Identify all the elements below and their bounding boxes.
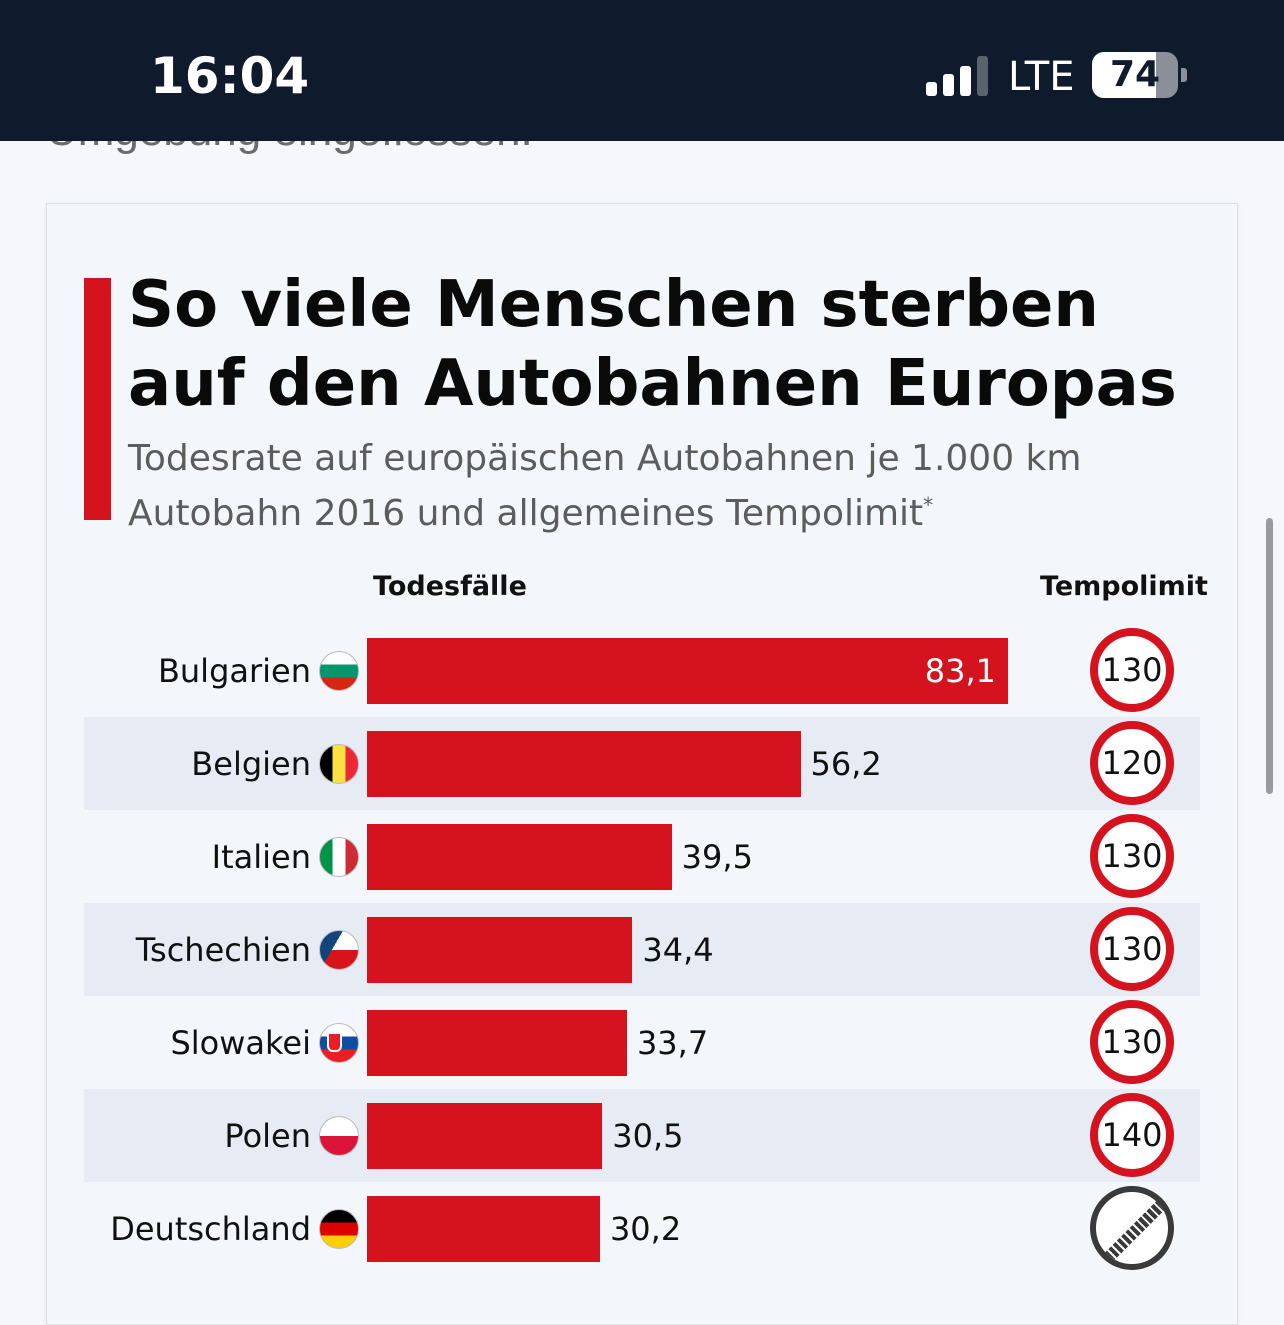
country-label: Tschechien xyxy=(135,931,311,969)
row-band xyxy=(84,1089,1200,1182)
column-header-deaths: Todesfälle xyxy=(373,571,527,602)
speed-limit-sign: 130 xyxy=(1090,907,1174,991)
chart-title: So viele Menschen sterben auf den Autoba… xyxy=(128,268,1177,421)
speed-limit-sign: 130 xyxy=(1090,814,1174,898)
bar xyxy=(367,1196,600,1262)
bar xyxy=(367,731,801,797)
country-label: Polen xyxy=(224,1117,311,1155)
data-label: 39,5 xyxy=(681,838,753,876)
country-label: Slowakei xyxy=(170,1024,311,1062)
bar xyxy=(367,1010,627,1076)
data-label: 83,1 xyxy=(924,652,996,690)
italy-flag-icon xyxy=(319,837,359,877)
speed-limit-sign: 130 xyxy=(1090,628,1174,712)
country-label: Bulgarien xyxy=(157,652,311,690)
speed-limit-sign: 120 xyxy=(1090,721,1174,805)
article-text-cutoff: Umgebung eingeflossen. xyxy=(46,141,646,155)
title-accent-bar xyxy=(84,278,111,520)
data-label: 56,2 xyxy=(810,745,882,783)
chart-subtitle-text: Todesrate auf europäischen Autobahnen je… xyxy=(128,438,1082,534)
no-limit-stroke xyxy=(1099,1192,1168,1264)
no-speed-limit-icon xyxy=(1090,1186,1174,1270)
poland-flag-icon xyxy=(319,1116,359,1156)
data-label: 33,7 xyxy=(636,1024,709,1062)
status-time: 16:04 xyxy=(150,47,310,105)
speed-limit-sign: 130 xyxy=(1090,1000,1174,1084)
battery-tip xyxy=(1181,68,1187,82)
slovakia-flag-icon xyxy=(319,1023,359,1063)
subtitle-footnote-mark: * xyxy=(923,493,934,517)
belgium-flag-icon xyxy=(319,744,359,784)
data-label: 34,4 xyxy=(642,931,714,969)
bar xyxy=(367,824,672,890)
scrollbar[interactable] xyxy=(1266,518,1273,794)
signal-strength-icon xyxy=(926,56,990,96)
bar xyxy=(367,917,633,983)
country-label: Deutschland xyxy=(110,1210,311,1248)
article-text: Umgebung eingeflossen. xyxy=(46,141,533,155)
czechia-flag-icon xyxy=(319,930,359,970)
bar xyxy=(367,1103,603,1169)
bulgaria-flag-icon xyxy=(319,651,359,691)
slovakia-coat-of-arms-icon xyxy=(327,1032,342,1052)
chart-subtitle: Todesrate auf europäischen Autobahnen je… xyxy=(128,435,1208,537)
status-bar: 16:04 LTE 74 xyxy=(0,0,1284,141)
country-label: Italien xyxy=(211,838,311,876)
battery-percent: 74 xyxy=(1109,54,1161,95)
battery-icon: 74 xyxy=(1092,52,1178,98)
bar xyxy=(367,638,1008,704)
country-label: Belgien xyxy=(191,745,311,783)
speed-limit-sign: 140 xyxy=(1090,1093,1174,1177)
row-band xyxy=(84,903,1200,996)
data-label: 30,2 xyxy=(609,1210,682,1248)
data-label: 30,5 xyxy=(612,1117,684,1155)
column-header-speed-limit: Tempolimit xyxy=(1040,571,1208,602)
network-type: LTE xyxy=(1008,54,1075,100)
germany-flag-icon xyxy=(319,1209,359,1249)
